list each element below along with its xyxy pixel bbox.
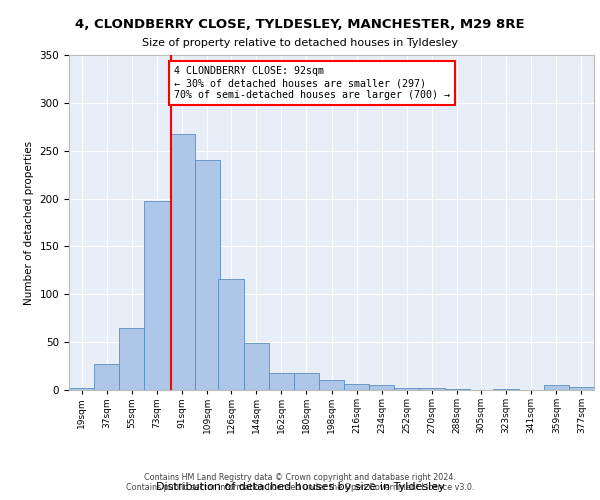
Bar (569, 387, 594, 390)
Bar (319, 380, 344, 390)
Text: 4, CLONDBERRY CLOSE, TYLDESLEY, MANCHESTER, M29 8RE: 4, CLONDBERRY CLOSE, TYLDESLEY, MANCHEST… (75, 18, 525, 30)
Y-axis label: Number of detached properties: Number of detached properties (24, 140, 34, 304)
Bar (69, 388, 94, 390)
Bar (269, 373, 294, 390)
Bar (394, 388, 419, 390)
Text: Size of property relative to detached houses in Tyldesley: Size of property relative to detached ho… (142, 38, 458, 48)
Bar (170, 134, 194, 390)
Bar (419, 388, 445, 390)
Bar (445, 389, 470, 390)
Bar (244, 343, 269, 390)
Text: Contains HM Land Registry data © Crown copyright and database right 2024.
Contai: Contains HM Land Registry data © Crown c… (126, 472, 474, 492)
Bar (145, 202, 170, 390)
Bar (218, 279, 244, 390)
Text: Distribution of detached houses by size in Tyldesley: Distribution of detached houses by size … (155, 482, 445, 492)
Bar (493, 389, 518, 390)
Bar (369, 385, 394, 390)
Bar (119, 328, 145, 390)
Bar (94, 364, 119, 390)
Text: 4 CLONDBERRY CLOSE: 92sqm
← 30% of detached houses are smaller (297)
70% of semi: 4 CLONDBERRY CLOSE: 92sqm ← 30% of detac… (174, 66, 450, 100)
Bar (344, 384, 369, 390)
Bar (194, 160, 220, 390)
Bar (544, 385, 569, 390)
Bar (294, 373, 319, 390)
